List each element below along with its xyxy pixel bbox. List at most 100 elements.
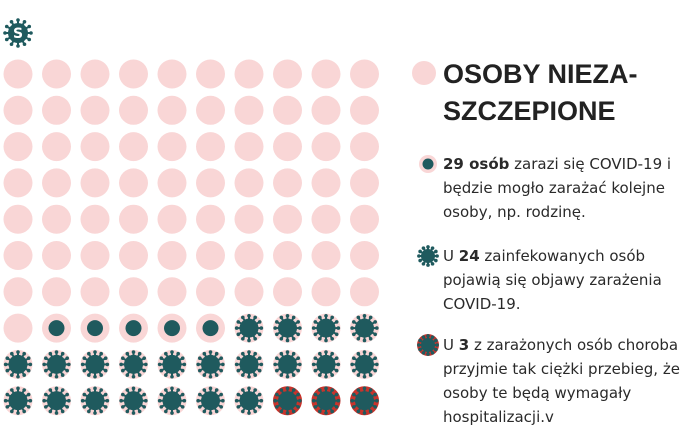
spike-tip <box>318 409 322 414</box>
spike-tip <box>121 405 125 409</box>
spike-tip <box>121 392 125 397</box>
spike-tip <box>137 373 142 377</box>
spike-tip <box>334 392 339 397</box>
spike-tip <box>164 351 168 356</box>
person-dot <box>234 241 264 270</box>
infected <box>48 320 65 337</box>
dot <box>234 95 264 125</box>
spike-tip <box>93 350 97 354</box>
spike-tip <box>208 386 213 391</box>
person-dot <box>234 132 264 162</box>
spike-tip <box>176 373 180 377</box>
spike-tip <box>285 350 290 354</box>
logo: S <box>3 18 33 48</box>
spike-tip <box>9 19 14 24</box>
spike-tip <box>54 386 59 391</box>
spike-tip <box>313 320 318 324</box>
spike-tip <box>176 409 180 414</box>
spike-tip <box>198 405 202 409</box>
spike-tip <box>285 386 290 391</box>
spike-tip <box>273 398 277 403</box>
spike-tip <box>356 409 361 414</box>
spike-tip <box>275 332 279 337</box>
spike-tip <box>87 373 91 377</box>
spike-tip <box>202 373 207 377</box>
spike-tip <box>296 405 300 409</box>
person-dot <box>311 313 341 343</box>
virus-body <box>355 391 374 411</box>
dot <box>157 95 187 125</box>
dot <box>350 95 379 125</box>
spike-tip <box>247 386 251 391</box>
person-dot <box>311 241 341 270</box>
person-dot <box>80 241 110 270</box>
spike-tip <box>279 315 284 320</box>
spike-tip <box>82 392 87 397</box>
dot <box>196 132 225 162</box>
spike-tip <box>170 350 174 354</box>
person-dot <box>273 168 302 198</box>
spike-tip <box>279 336 284 341</box>
spike-tip <box>142 405 146 409</box>
spike-tip <box>279 373 284 377</box>
spike-tip <box>54 350 59 354</box>
dot <box>119 168 148 198</box>
person-dot <box>42 349 71 379</box>
spike-tip <box>324 374 328 379</box>
spike-tip <box>241 315 245 320</box>
spike-tip <box>65 405 69 409</box>
spike-tip <box>356 315 361 320</box>
dot <box>157 59 187 89</box>
spike-tip <box>352 332 356 337</box>
spike-tip <box>121 356 125 361</box>
spike-tip <box>298 362 302 367</box>
dot <box>119 95 148 125</box>
spike-tip <box>144 398 148 403</box>
person-dot <box>350 168 379 198</box>
dot <box>119 132 148 162</box>
person-dot <box>119 59 148 89</box>
dot <box>273 95 302 125</box>
spike-tip <box>285 313 290 318</box>
spike-tip <box>253 315 257 320</box>
dot <box>196 277 225 307</box>
spike-tip <box>368 409 373 414</box>
virus-body <box>278 318 297 338</box>
person-dot <box>196 168 225 198</box>
spike-tip <box>103 356 108 361</box>
spike-tip <box>362 338 367 343</box>
person-dot <box>80 204 110 234</box>
person-dot <box>157 313 187 343</box>
person-dot <box>273 386 302 416</box>
spike-tip <box>142 368 146 373</box>
person-dot <box>196 277 225 307</box>
dot <box>234 168 264 198</box>
person-dot <box>311 349 341 379</box>
dot <box>157 204 187 234</box>
spike-tip <box>324 338 328 343</box>
spike-tip <box>421 246 426 250</box>
virus-body <box>355 318 374 338</box>
dot <box>42 59 71 89</box>
spike-tip <box>125 351 130 356</box>
person-dot <box>273 204 302 234</box>
dot <box>157 132 187 162</box>
spike-tip <box>334 405 339 409</box>
dot <box>311 168 341 198</box>
spike-tip <box>164 373 168 377</box>
dot <box>273 168 302 198</box>
person-dot <box>196 204 225 234</box>
spike-tip <box>257 356 262 361</box>
spike-tip <box>234 326 239 330</box>
count: 24 <box>458 247 480 265</box>
spike-tip <box>170 374 174 379</box>
spike-tip <box>44 405 48 409</box>
spike-tip <box>219 392 223 397</box>
spike-tip <box>105 398 110 403</box>
spike-tip <box>54 374 59 379</box>
person-dot <box>157 204 187 234</box>
person-dot <box>80 168 110 198</box>
dot <box>234 277 264 307</box>
person-dot <box>350 386 379 416</box>
